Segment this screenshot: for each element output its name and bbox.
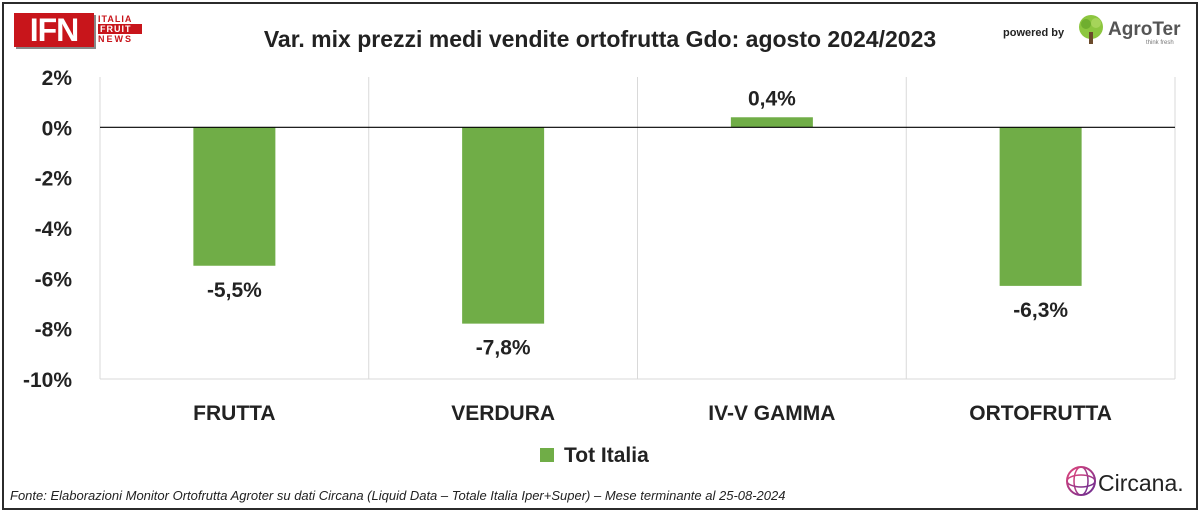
x-category-label: ORTOFRUTTA — [969, 402, 1112, 425]
data-label: -6,3% — [1013, 299, 1068, 322]
powered-by-label: powered by — [1003, 27, 1065, 39]
x-category-label: FRUTTA — [193, 402, 275, 425]
y-tick-label: 0% — [42, 117, 73, 140]
legend-swatch-tot-italia — [540, 448, 554, 462]
bar-frutta — [193, 127, 276, 266]
y-tick-label: -6% — [35, 268, 73, 291]
agroter-tree-icon — [1079, 15, 1103, 44]
agroter-logo: AgroTer think fresh — [1076, 14, 1186, 46]
legend-label-tot-italia: Tot Italia — [564, 444, 649, 467]
data-label: -7,8% — [476, 337, 531, 360]
agroter-tagline: think fresh — [1146, 40, 1174, 46]
y-tick-label: -4% — [35, 218, 73, 241]
circana-logo: Circana. — [1064, 462, 1192, 502]
y-tick-label: -2% — [35, 168, 73, 191]
ifn-logo-line1: ITALIA — [98, 14, 133, 24]
x-category-label: VERDURA — [451, 402, 555, 425]
bar-iv-v-gamma — [730, 117, 813, 128]
bar-verdura — [462, 127, 545, 324]
ifn-logo-line2: FRUIT — [98, 24, 142, 34]
y-tick-label: -10% — [23, 369, 72, 392]
y-tick-label: -8% — [35, 319, 73, 342]
ifn-logo-text: ITALIA FRUIT NEWS — [98, 14, 142, 44]
italia-fruit-news-logo: IFN ITALIA FRUIT NEWS — [14, 13, 142, 49]
circana-wordmark: Circana. — [1098, 470, 1184, 496]
circana-globe-icon — [1066, 466, 1096, 496]
ifn-logo-mark: IFN — [14, 13, 94, 47]
ifn-logo-line3: NEWS — [98, 34, 133, 44]
bar-ortofrutta — [999, 127, 1082, 286]
source-note: Fonte: Elaborazioni Monitor Ortofrutta A… — [10, 488, 786, 503]
bar-chart: 2% 0% -2% -4% -6% -8% -10% -5,5% FRUTTA -7,8% VERD… — [23, 67, 1176, 425]
data-label: 0,4% — [748, 87, 796, 110]
y-tick-label: 2% — [42, 67, 73, 90]
chart-title: Var. mix prezzi medi vendite ortofrutta … — [263, 26, 937, 52]
agroter-wordmark: AgroTer — [1108, 19, 1181, 40]
data-label: -5,5% — [207, 279, 262, 302]
x-category-label: IV-V GAMMA — [708, 402, 835, 425]
